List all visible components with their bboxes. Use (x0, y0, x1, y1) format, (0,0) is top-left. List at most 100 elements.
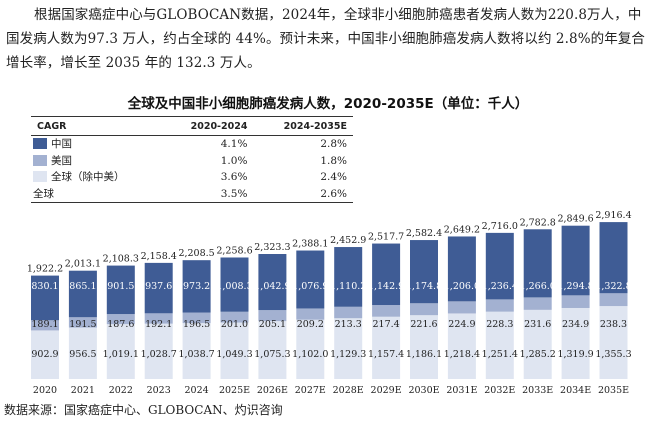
bar-us (144, 313, 173, 324)
total-label: 2,716.0 (482, 221, 518, 232)
bar-us (485, 299, 514, 312)
data-label-us: 231.6 (524, 319, 551, 330)
cagr-value: 4.1% (220, 138, 248, 151)
cagr-row-china: 中国 4.1% 2.8% (31, 136, 353, 153)
total-label: 2,452.9 (330, 235, 366, 246)
data-label-china: 1,294.8 (557, 281, 593, 292)
data-label-global-ex: 1,355.3 (595, 349, 631, 360)
bar-global-ex (334, 318, 363, 379)
bar-china (447, 236, 476, 302)
cagr-row-label: 美国 (31, 153, 162, 170)
legend-swatch-china (33, 138, 47, 150)
bar-global-ex (220, 322, 249, 379)
data-label-global-ex: 1,028.7 (141, 349, 177, 360)
cagr-row-global: 全球 3.5% 2.6% (31, 186, 353, 203)
total-label: 1,922.2 (27, 264, 63, 275)
bar-china (372, 243, 401, 306)
data-label-china: 1,076.9 (292, 281, 328, 292)
bar-global-ex (372, 316, 401, 379)
data-label-china: 1,174.8 (406, 281, 442, 292)
x-tick-label: 2022 (109, 385, 133, 396)
total-label: 2,323.3 (254, 242, 290, 253)
cagr-value: 3.5% (220, 187, 248, 200)
legend-label-china: 中国 (51, 138, 72, 151)
bar-us (523, 297, 552, 310)
bar-china (68, 270, 97, 318)
bar-global-ex (410, 315, 438, 379)
data-label-us: 192.1 (145, 319, 172, 330)
data-label-china: 1,008.3 (216, 281, 252, 292)
cagr-value: 1.0% (220, 154, 248, 167)
x-tick-label: 2035E (598, 385, 629, 396)
x-tick-label: 2030E (408, 385, 439, 396)
bar-us (106, 314, 135, 325)
bar-china (410, 240, 438, 304)
data-label-us: 209.2 (297, 319, 324, 330)
cagr-row-global-ex: 全球（除中美） 3.6% 2.4% (31, 169, 353, 186)
bar-china (599, 222, 628, 294)
bar-china (334, 247, 363, 307)
cagr-row-label: 全球（除中美） (31, 169, 162, 186)
x-tick-label: 2025E (219, 385, 250, 396)
legend-global-ex: 全球（除中美） (33, 169, 125, 184)
data-label-china: 865.1 (69, 281, 96, 292)
bar-china (485, 232, 514, 300)
x-tick-label: 2028E (333, 385, 364, 396)
bar-us (561, 295, 590, 308)
total-label: 2,782.8 (520, 217, 556, 228)
total-label: 2,388.1 (292, 239, 328, 250)
bar-global-ex (106, 324, 135, 379)
x-tick-label: 2026E (257, 385, 288, 396)
total-label: 2,013.1 (65, 259, 101, 270)
data-label-china: 937.6 (145, 281, 172, 292)
data-label-us: 205.1 (259, 319, 286, 330)
total-label: 2,849.6 (557, 214, 593, 225)
data-label-us: 221.6 (410, 319, 437, 330)
data-label-global-ex: 1,049.3 (216, 349, 252, 360)
bar-us (31, 320, 59, 331)
bar-china (182, 260, 211, 313)
data-label-global-ex: 1,218.4 (444, 349, 480, 360)
x-tick-label: 2024 (185, 385, 209, 396)
data-label-global-ex: 1,129.3 (330, 349, 366, 360)
bar-us (447, 301, 476, 314)
data-label-global-ex: 902.9 (31, 349, 58, 360)
bar-china (144, 262, 173, 314)
data-label-global-ex: 1,251.4 (482, 349, 518, 360)
data-label-global-ex: 1,186.1 (406, 349, 442, 360)
x-tick-label: 2032E (484, 385, 515, 396)
x-tick-label: 2031E (446, 385, 477, 396)
bar-global-ex (144, 323, 173, 379)
cagr-row-label: 全球 (33, 188, 54, 201)
data-label-us: 187.6 (107, 319, 134, 330)
data-label-us: 196.5 (183, 319, 210, 330)
x-tick-label: 2023 (147, 385, 171, 396)
bar-china (220, 257, 249, 312)
bar-global-ex (447, 313, 476, 379)
legend-us: 美国 (33, 153, 72, 168)
bar-global-ex (561, 307, 590, 379)
total-label: 2,258.6 (216, 245, 252, 256)
data-label-global-ex: 1,038.7 (178, 349, 214, 360)
legend-china: 中国 (33, 136, 72, 151)
data-label-china: 973.2 (183, 281, 210, 292)
cagr-row-us: 美国 1.0% 1.8% (31, 153, 353, 170)
data-label-global-ex: 1,319.9 (557, 349, 593, 360)
x-tick-label: 2021 (71, 385, 95, 396)
data-label-china: 1,110.2 (330, 281, 366, 292)
data-label-us: 238.3 (600, 319, 627, 330)
data-label-global-ex: 1,157.4 (368, 349, 404, 360)
data-label-us: 201.0 (221, 319, 248, 330)
data-label-us: 234.9 (562, 319, 589, 330)
x-tick-label: 2029E (371, 385, 402, 396)
cagr-value: 2.4% (320, 171, 347, 184)
data-label-global-ex: 1,075.3 (254, 349, 290, 360)
data-label-global-ex: 1,019.1 (103, 349, 139, 360)
data-label-us: 213.3 (335, 319, 362, 330)
data-label-china: 1,236.4 (482, 281, 518, 292)
cagr-value: 2.6% (320, 187, 347, 200)
bar-global-ex (31, 330, 59, 379)
data-label-global-ex: 1,102.0 (292, 349, 328, 360)
bar-us (182, 312, 211, 324)
